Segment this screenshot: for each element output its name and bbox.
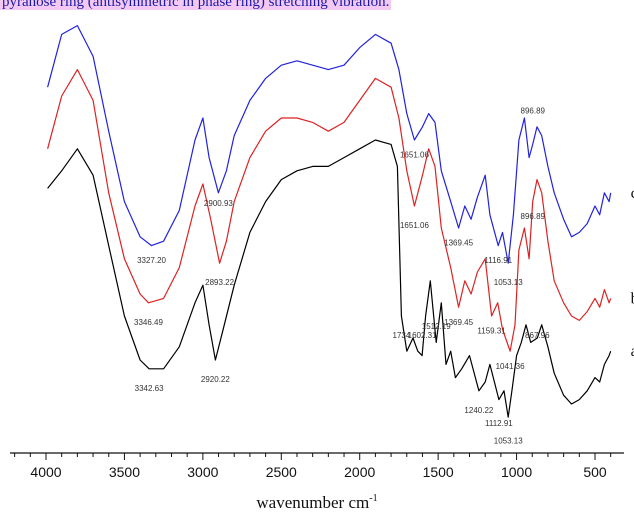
caption-fragment: pyranose ring (antisymmetric in phase ri… [0,0,392,16]
x-tick-label-4000: 4000 [30,464,61,480]
x-tick-label-1500: 1500 [423,464,454,480]
series-line-b [47,69,612,352]
peak-label-c-2900-93: 2900.93 [204,199,233,208]
peak-label-a-1602-31: 1602.31 [408,331,437,340]
series-label-layer: c b a [631,185,634,360]
peak-label-a-1734: 1734 [393,331,411,340]
x-axis-title: wavenumber cm-1 [256,493,377,512]
peak-label-c-1053-13: 1053.13 [494,278,523,287]
peak-label-c-1651-06: 1651.06 [400,151,429,160]
x-axis: 4000 3500 3000 2500 2000 1500 1000 500 [10,452,624,480]
peak-label-c-1369-45: 1369.45 [444,239,473,248]
peak-label-c-1116-91: 1116.91 [484,256,512,265]
series-layer [47,25,612,418]
series-label-c: c [631,185,634,202]
peak-label-b-1651-06: 1651.06 [400,221,429,230]
series-label-b: b [631,290,634,307]
peak-label-c-3327-20: 3327.20 [137,256,166,265]
series-label-a: a [631,343,634,360]
peak-label-b-2893-22: 2893.22 [205,278,234,287]
caption-fragment-text: pyranose ring (antisymmetric in phase ri… [0,0,392,10]
x-tick-label-1000: 1000 [501,464,532,480]
x-tick-label-2500: 2500 [266,464,297,480]
x-tick-label-3500: 3500 [109,464,140,480]
peak-label-a-1512-19: 1512.19 [422,322,451,331]
peak-label-a-1112-91: 1112.91 [485,419,513,428]
x-tick-label-500: 500 [583,464,607,480]
series-line-c [47,25,612,264]
peak-label-b-1159-31: 1159.31 [477,327,506,336]
peak-label-b-1041-36: 1041.36 [496,362,525,371]
x-tick-label-2000: 2000 [344,464,375,480]
peak-label-a-2920-22: 2920.22 [201,375,230,384]
peak-label-a-867-96: 867.96 [525,331,550,340]
peak-label-a-1053-13: 1053.13 [494,437,523,446]
peak-label-b-1369-45: 1369.45 [444,318,473,327]
peak-label-b-896-89: 896.89 [521,212,546,221]
peak-label-b-3346-49: 3346.49 [134,318,163,327]
peak-label-a-1240-22: 1240.22 [464,406,493,415]
peak-label-layer: 3327.20 2900.93 1651.06 1369.45 1116.91 1053.… [134,107,550,446]
peak-label-a-3342-63: 3342.63 [135,384,164,393]
series-line-a [47,139,612,418]
peak-label-c-896-89: 896.89 [521,107,546,116]
x-axis-title-superscript: -1 [369,493,377,504]
x-axis-title-text: wavenumber cm [256,493,369,512]
x-tick-label-3000: 3000 [187,464,218,480]
